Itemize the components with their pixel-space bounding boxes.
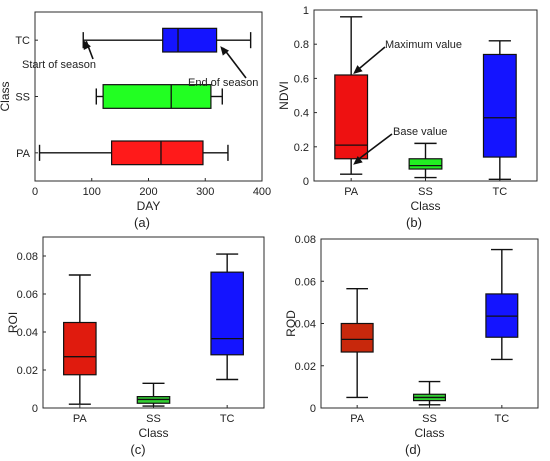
box-group-pa <box>63 274 97 405</box>
y-tick-label: PA <box>16 148 31 160</box>
annotation-base-value: Base value <box>393 126 447 138</box>
panel-label: (b) <box>406 215 422 230</box>
annotation-start-of-season: Start of season <box>22 59 96 71</box>
box-group-ss <box>136 382 171 407</box>
panel-label: (a) <box>134 215 150 230</box>
box-iqr <box>482 53 517 158</box>
y-tick-label: 0.08 <box>17 251 38 263</box>
annotation-maximum-value: Maximum value <box>385 39 462 51</box>
box-iqr <box>111 140 204 166</box>
box-iqr <box>210 271 244 356</box>
annotation-arrow-head <box>220 46 230 56</box>
x-axis-label: Class <box>410 199 440 213</box>
annotation-arrow-line <box>222 47 247 79</box>
y-tick-label: 0.04 <box>17 327 38 339</box>
y-tick-label: 0.4 <box>294 108 309 120</box>
x-tick-label: SS <box>422 413 437 425</box>
y-tick-label: 0.02 <box>295 361 316 373</box>
y-tick-label: 0.06 <box>17 289 38 301</box>
y-tick-label: 0.02 <box>17 365 38 377</box>
box-iqr <box>334 74 369 160</box>
y-tick-label: TC <box>15 35 30 47</box>
annotation-end-of-season: End of season <box>188 77 258 89</box>
box-group-pa <box>340 287 374 399</box>
y-tick-label: 0 <box>310 403 316 415</box>
box-group-tc <box>82 27 252 53</box>
annotation-arrow-head <box>353 65 363 74</box>
annotation-arrow-head <box>83 40 91 50</box>
y-axis-label: Class <box>0 81 12 111</box>
y-tick-label: 0.6 <box>294 73 309 85</box>
x-tick-label: PA <box>350 413 365 425</box>
box-group-tc <box>482 40 517 180</box>
y-tick-label: SS <box>15 92 30 104</box>
annotations: Start of season End of season <box>22 40 258 89</box>
y-axis-label: ROD <box>284 310 298 337</box>
annotation-arrow-line <box>354 46 386 73</box>
chart-panel-b: 0 0.2 0.4 0.6 0.8 1 PA SS TC Class NDVI (b) Maximum … <box>277 5 538 230</box>
annotations: Maximum value Base value <box>353 39 462 165</box>
x-tick-label: 100 <box>83 186 101 198</box>
panel-label: (c) <box>130 442 145 457</box>
chart-panel-d: 0 0.02 0.04 0.06 0.08 PA SS TC Class ROD (d) <box>284 234 539 457</box>
box-iqr <box>102 84 212 109</box>
y-tick-label: 0.04 <box>295 319 316 331</box>
x-tick-label: TC <box>494 413 509 425</box>
axes-frame <box>320 238 539 409</box>
box-group-pa <box>334 16 369 175</box>
y-tick-label: 0.8 <box>294 39 309 51</box>
y-tick-label: 1 <box>303 5 309 17</box>
y-tick-label: 0.06 <box>295 276 316 288</box>
annotation-arrow-head <box>353 156 363 165</box>
box-iqr <box>162 27 218 53</box>
chart-panel-a: 0 100 200 300 400 PA SS TC DAY Class (a) Start of s… <box>0 11 271 230</box>
x-tick-label: SS <box>146 413 161 425</box>
x-tick-label: PA <box>73 413 88 425</box>
x-axis-label: Class <box>138 426 168 440</box>
x-tick-label: 0 <box>32 186 38 198</box>
panel-label: (d) <box>405 442 421 457</box>
x-tick-label: SS <box>418 186 433 198</box>
annotation-arrow-line <box>354 133 393 163</box>
box-iqr <box>63 321 97 376</box>
axes-frame <box>34 11 263 182</box>
x-axis-label: DAY <box>137 199 161 213</box>
box-group-tc <box>485 248 519 361</box>
box-group-ss <box>412 380 447 406</box>
y-tick-label: 0 <box>303 176 309 188</box>
x-tick-label: 200 <box>139 186 157 198</box>
box-iqr <box>408 158 443 170</box>
x-axis-label: Class <box>414 426 444 440</box>
box-group-tc <box>210 253 244 381</box>
chart-panel-c: 0 0.02 0.04 0.06 0.08 PA SS TC Class ROI (c) <box>6 236 265 457</box>
box-group-ss <box>95 84 223 109</box>
x-tick-label: TC <box>220 413 235 425</box>
x-tick-label: 300 <box>196 186 214 198</box>
y-axis-label: ROI <box>6 312 20 333</box>
box-group-pa <box>38 140 229 166</box>
y-tick-label: 0.2 <box>294 142 309 154</box>
y-axis-label: NDVI <box>277 81 291 110</box>
x-tick-label: 400 <box>253 186 271 198</box>
axes-frame <box>313 9 538 182</box>
x-tick-label: PA <box>344 186 359 198</box>
y-tick-label: 0.08 <box>295 234 316 246</box>
box-iqr <box>340 322 374 353</box>
x-tick-label: TC <box>492 186 507 198</box>
axes-frame <box>42 236 265 409</box>
y-tick-label: 0 <box>32 403 38 415</box>
box-group-ss <box>408 142 443 179</box>
